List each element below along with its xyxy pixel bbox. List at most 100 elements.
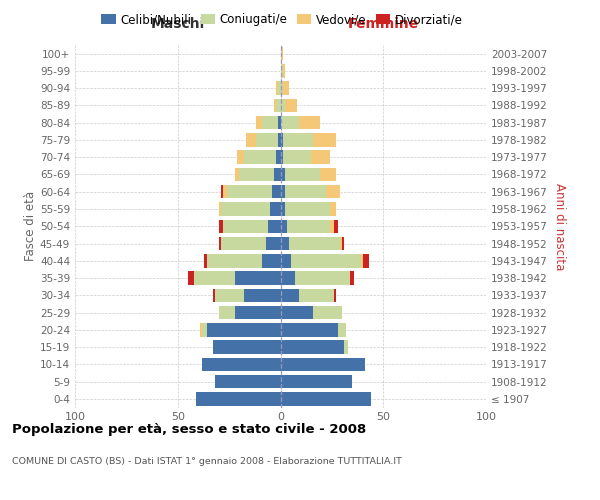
Bar [281,392,371,406]
Bar [277,150,281,164]
Bar [284,185,326,198]
Bar [284,98,297,112]
Bar [278,116,281,130]
Bar [281,323,338,336]
Bar [330,220,334,233]
Bar [320,168,336,181]
Bar [281,375,352,388]
Bar [219,237,221,250]
Bar [334,288,336,302]
Bar [281,202,284,215]
Bar [283,64,284,78]
Bar [212,340,281,354]
Bar [299,288,334,302]
Bar [281,185,284,198]
Bar [281,272,295,285]
Bar [311,150,330,164]
Bar [281,47,283,60]
Bar [219,306,235,320]
Bar [274,98,277,112]
Bar [202,323,206,336]
Bar [295,272,350,285]
Bar [281,150,283,164]
Bar [270,202,281,215]
Bar [268,220,281,233]
Bar [223,185,227,198]
Bar [239,168,274,181]
Text: Femmine: Femmine [347,16,419,30]
Bar [313,133,336,146]
Bar [221,185,223,198]
Bar [281,116,299,130]
Bar [326,185,340,198]
Bar [363,254,369,268]
Bar [281,133,283,146]
Bar [223,220,268,233]
Legend: Celibi/Nubili, Coniugati/e, Vedovi/e, Divorziati/e: Celibi/Nubili, Coniugati/e, Vedovi/e, Di… [97,8,467,31]
Bar [299,116,320,130]
Bar [287,220,330,233]
Bar [284,168,320,181]
Bar [262,254,281,268]
Bar [281,98,284,112]
Bar [281,220,287,233]
Bar [202,358,281,371]
Bar [281,340,344,354]
Bar [278,133,281,146]
Bar [244,150,277,164]
Bar [281,168,284,181]
Bar [281,358,365,371]
Bar [344,340,349,354]
Bar [283,150,311,164]
Bar [291,254,361,268]
Bar [256,116,262,130]
Bar [284,202,330,215]
Bar [227,185,272,198]
Bar [281,254,291,268]
Bar [235,168,239,181]
Bar [350,272,355,285]
Bar [194,272,235,285]
Text: Maschi: Maschi [151,16,205,30]
Bar [283,133,313,146]
Bar [219,220,223,233]
Bar [313,306,342,320]
Bar [278,82,281,95]
Bar [221,237,266,250]
Bar [256,133,278,146]
Bar [206,323,281,336]
Bar [262,116,278,130]
Bar [338,323,346,336]
Bar [277,82,278,95]
Bar [205,254,206,268]
Bar [281,82,283,95]
Bar [283,82,289,95]
Bar [281,306,313,320]
Bar [266,237,281,250]
Bar [206,254,262,268]
Bar [334,220,338,233]
Bar [188,272,194,285]
Bar [200,323,202,336]
Bar [281,64,283,78]
Bar [245,133,256,146]
Y-axis label: Fasce di età: Fasce di età [24,191,37,262]
Bar [281,288,299,302]
Bar [212,288,215,302]
Y-axis label: Anni di nascita: Anni di nascita [553,182,566,270]
Bar [215,375,281,388]
Bar [235,272,281,285]
Bar [330,202,336,215]
Text: COMUNE DI CASTO (BS) - Dati ISTAT 1° gennaio 2008 - Elaborazione TUTTITALIA.IT: COMUNE DI CASTO (BS) - Dati ISTAT 1° gen… [12,458,402,466]
Bar [342,237,344,250]
Bar [361,254,363,268]
Bar [244,288,281,302]
Bar [277,98,281,112]
Bar [238,150,244,164]
Text: Popolazione per età, sesso e stato civile - 2008: Popolazione per età, sesso e stato civil… [12,422,366,436]
Bar [196,392,281,406]
Bar [221,202,270,215]
Bar [272,185,281,198]
Bar [215,288,244,302]
Bar [274,168,281,181]
